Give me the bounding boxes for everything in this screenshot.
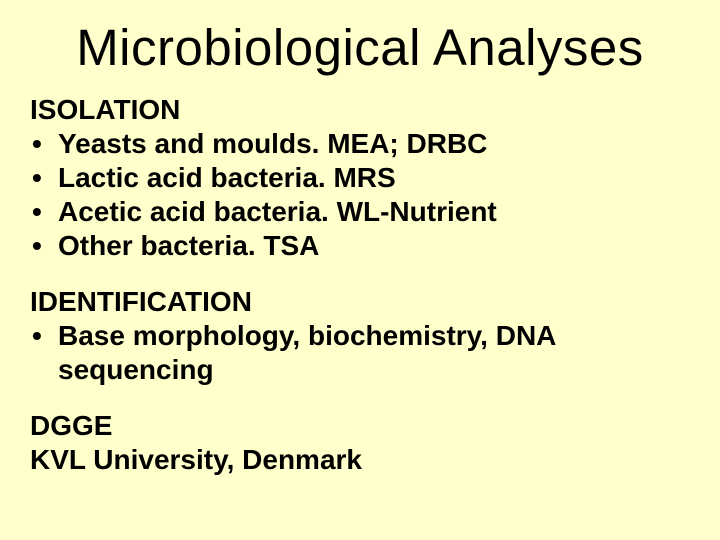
slide-title: Microbiological Analyses: [30, 18, 690, 77]
identification-section: IDENTIFICATION Base morphology, biochemi…: [30, 285, 690, 387]
isolation-heading: ISOLATION: [30, 93, 690, 127]
footer-line: DGGE: [30, 409, 690, 443]
list-item: Lactic acid bacteria. MRS: [30, 161, 690, 195]
identification-list: Base morphology, biochemistry, DNA seque…: [30, 319, 690, 387]
isolation-list: Yeasts and moulds. MEA; DRBC Lactic acid…: [30, 127, 690, 264]
identification-heading: IDENTIFICATION: [30, 285, 690, 319]
list-item: Other bacteria. TSA: [30, 229, 690, 263]
list-item: Base morphology, biochemistry, DNA seque…: [30, 319, 690, 387]
footer-line: KVL University, Denmark: [30, 443, 690, 477]
list-item: Yeasts and moulds. MEA; DRBC: [30, 127, 690, 161]
isolation-section: ISOLATION Yeasts and moulds. MEA; DRBC L…: [30, 93, 690, 263]
footer-section: DGGE KVL University, Denmark: [30, 409, 690, 477]
list-item: Acetic acid bacteria. WL-Nutrient: [30, 195, 690, 229]
